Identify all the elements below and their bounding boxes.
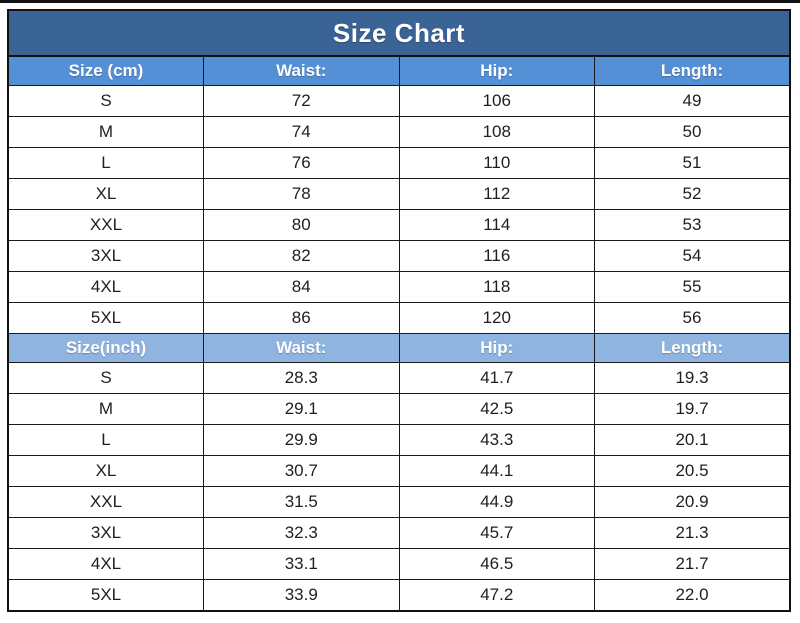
measurement-cell: 44.1 xyxy=(398,455,595,487)
measurement-cell: 31.5 xyxy=(203,486,400,518)
size-label-cell: 4XL xyxy=(7,271,204,303)
top-border-line xyxy=(0,0,800,3)
measurement-cell: 78 xyxy=(203,178,400,210)
table-row: L 29.9 43.3 20.1 xyxy=(7,424,791,456)
measurement-cell: 33.1 xyxy=(203,548,400,580)
measurement-cell: 22.0 xyxy=(594,579,791,612)
measurement-cell: 19.7 xyxy=(594,393,791,425)
size-label-cell: 5XL xyxy=(7,579,204,612)
measurement-cell: 51 xyxy=(594,147,791,179)
column-header: Size (cm) xyxy=(7,55,204,86)
column-header: Length: xyxy=(594,333,791,363)
size-label-cell: L xyxy=(7,424,204,456)
measurement-cell: 20.1 xyxy=(594,424,791,456)
size-label-cell: M xyxy=(7,393,204,425)
column-header: Waist: xyxy=(203,333,400,363)
measurement-cell: 106 xyxy=(398,85,595,117)
size-label-cell: M xyxy=(7,116,204,148)
column-header: Length: xyxy=(594,55,791,86)
header-row-cm: Size (cm) Waist: Hip: Length: xyxy=(7,55,791,86)
column-header: Size(inch) xyxy=(7,333,204,363)
table-row: XL 30.7 44.1 20.5 xyxy=(7,455,791,487)
table-row: XXL 80 114 53 xyxy=(7,209,791,241)
size-label-cell: XXL xyxy=(7,209,204,241)
size-label-cell: 3XL xyxy=(7,240,204,272)
measurement-cell: 19.3 xyxy=(594,362,791,394)
measurement-cell: 20.5 xyxy=(594,455,791,487)
measurement-cell: 33.9 xyxy=(203,579,400,612)
column-header: Hip: xyxy=(398,333,595,363)
measurement-cell: 41.7 xyxy=(398,362,595,394)
measurement-cell: 50 xyxy=(594,116,791,148)
measurement-cell: 80 xyxy=(203,209,400,241)
size-label-cell: S xyxy=(7,362,204,394)
measurement-cell: 53 xyxy=(594,209,791,241)
measurement-cell: 54 xyxy=(594,240,791,272)
measurement-cell: 74 xyxy=(203,116,400,148)
measurement-cell: 29.1 xyxy=(203,393,400,425)
column-header: Waist: xyxy=(203,55,400,86)
measurement-cell: 46.5 xyxy=(398,548,595,580)
header-row-inch: Size(inch) Waist: Hip: Length: xyxy=(7,333,791,363)
table-row: 4XL 33.1 46.5 21.7 xyxy=(7,548,791,580)
measurement-cell: 42.5 xyxy=(398,393,595,425)
measurement-cell: 55 xyxy=(594,271,791,303)
measurement-cell: 29.9 xyxy=(203,424,400,456)
table-row: M 74 108 50 xyxy=(7,116,791,148)
size-label-cell: XL xyxy=(7,455,204,487)
measurement-cell: 56 xyxy=(594,302,791,334)
measurement-cell: 21.3 xyxy=(594,517,791,549)
column-header: Hip: xyxy=(398,55,595,86)
page-title: Size Chart xyxy=(7,9,791,57)
size-label-cell: 3XL xyxy=(7,517,204,549)
measurement-cell: 120 xyxy=(398,302,595,334)
table-row: S 28.3 41.7 19.3 xyxy=(7,362,791,394)
size-chart-table: Size Chart Size (cm) Waist: Hip: Length: S 72… xyxy=(7,9,791,612)
table-row: M 29.1 42.5 19.7 xyxy=(7,393,791,425)
table-row: 3XL 32.3 45.7 21.3 xyxy=(7,517,791,549)
measurement-cell: 72 xyxy=(203,85,400,117)
title-row: Size Chart xyxy=(7,9,791,57)
measurement-cell: 52 xyxy=(594,178,791,210)
table-row: XXL 31.5 44.9 20.9 xyxy=(7,486,791,518)
table-row: L 76 110 51 xyxy=(7,147,791,179)
size-label-cell: XL xyxy=(7,178,204,210)
measurement-cell: 47.2 xyxy=(398,579,595,612)
measurement-cell: 108 xyxy=(398,116,595,148)
measurement-cell: 116 xyxy=(398,240,595,272)
measurement-cell: 84 xyxy=(203,271,400,303)
measurement-cell: 44.9 xyxy=(398,486,595,518)
measurement-cell: 49 xyxy=(594,85,791,117)
measurement-cell: 112 xyxy=(398,178,595,210)
measurement-cell: 21.7 xyxy=(594,548,791,580)
size-label-cell: 4XL xyxy=(7,548,204,580)
measurement-cell: 118 xyxy=(398,271,595,303)
table-row: XL 78 112 52 xyxy=(7,178,791,210)
measurement-cell: 82 xyxy=(203,240,400,272)
size-chart-container: Size Chart Size (cm) Waist: Hip: Length: S 72… xyxy=(7,9,791,612)
measurement-cell: 43.3 xyxy=(398,424,595,456)
measurement-cell: 76 xyxy=(203,147,400,179)
measurement-cell: 20.9 xyxy=(594,486,791,518)
table-row: 5XL 86 120 56 xyxy=(7,302,791,334)
measurement-cell: 86 xyxy=(203,302,400,334)
table-row: 3XL 82 116 54 xyxy=(7,240,791,272)
measurement-cell: 45.7 xyxy=(398,517,595,549)
size-label-cell: L xyxy=(7,147,204,179)
table-row: 4XL 84 118 55 xyxy=(7,271,791,303)
measurement-cell: 110 xyxy=(398,147,595,179)
measurement-cell: 30.7 xyxy=(203,455,400,487)
size-label-cell: XXL xyxy=(7,486,204,518)
table-row: S 72 106 49 xyxy=(7,85,791,117)
measurement-cell: 114 xyxy=(398,209,595,241)
size-label-cell: S xyxy=(7,85,204,117)
size-label-cell: 5XL xyxy=(7,302,204,334)
measurement-cell: 32.3 xyxy=(203,517,400,549)
table-row: 5XL 33.9 47.2 22.0 xyxy=(7,579,791,612)
measurement-cell: 28.3 xyxy=(203,362,400,394)
